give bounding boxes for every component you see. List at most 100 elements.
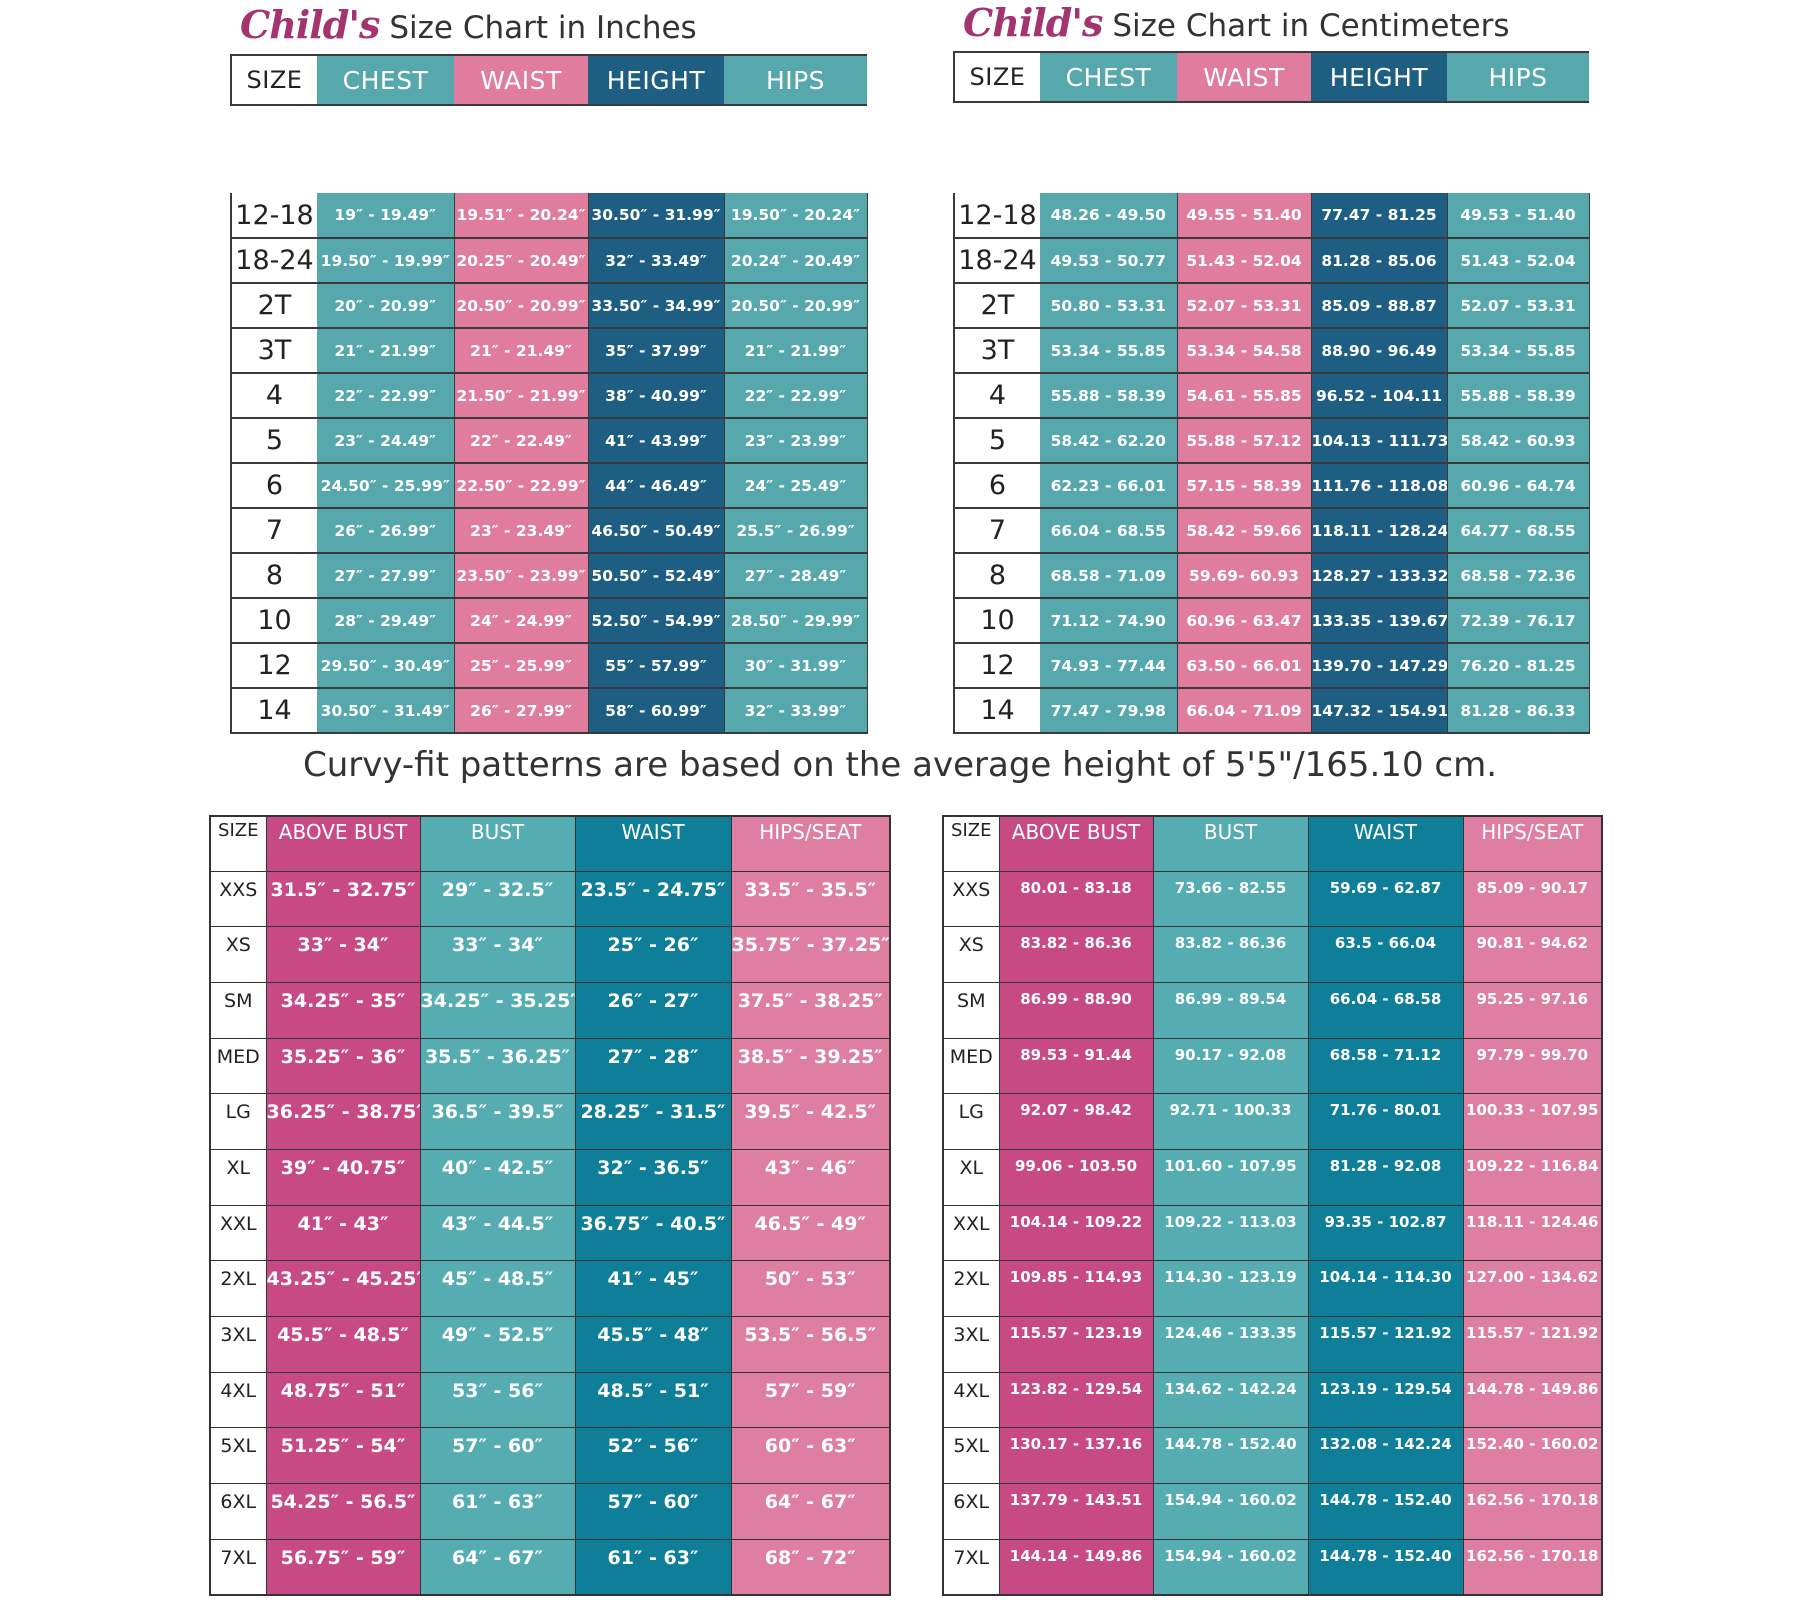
size-cell: 6XL [942, 1483, 1000, 1540]
size-cell: 2T [953, 283, 1040, 329]
waist-cell: 53.34 - 54.58 [1177, 328, 1312, 374]
bust-cell: 40″ - 42.5″ [419, 1148, 576, 1206]
height-cell: 88.90 - 96.49 [1311, 328, 1448, 374]
waist-cell: 57.15 - 58.39 [1177, 463, 1312, 509]
hips-cell: 49.53 - 51.40 [1447, 193, 1590, 239]
waist-cell: 104.14 - 114.30 [1307, 1260, 1464, 1317]
child-cm-title-text: Size Chart in Centimeters [1112, 8, 1510, 44]
adult-inches-rows: SIZE ABOVE BUST BUST WAIST HIPS/SEAT XXS 31.5″… [209, 815, 891, 1596]
chest-cell: 27″ - 27.99″ [317, 553, 455, 599]
size-cell: 2XL [942, 1260, 1000, 1317]
above-bust-cell: 83.82 - 86.36 [998, 926, 1154, 983]
waist-cell: 49.55 - 51.40 [1177, 193, 1312, 239]
height-cell: 118.11 - 128.24 [1311, 508, 1448, 554]
above-bust-cell: 41″ - 43″ [265, 1204, 421, 1262]
hips-cell: 72.39 - 76.17 [1447, 598, 1590, 644]
size-cell: SM [209, 981, 267, 1039]
size-cell: 18-24 [953, 238, 1040, 284]
hips-seat-cell: 85.09 - 90.17 [1462, 870, 1603, 928]
table-row: XS 83.82 - 86.36 83.82 - 86.36 63.5 - 66.04… [942, 926, 1603, 983]
hips-seat-cell: 144.78 - 149.86 [1462, 1371, 1603, 1429]
hips-seat-cell: 90.81 - 94.62 [1462, 926, 1603, 983]
table-row: 4XL 123.82 - 129.54 134.62 - 142.24 123.19 … [942, 1371, 1603, 1429]
table-row: 10 28″ - 29.49″ 24″ - 24.99″ 52.50″ - 54.99… [230, 598, 868, 644]
size-cell: 18-24 [230, 238, 317, 284]
table-row: LG 92.07 - 98.42 92.71 - 100.33 71.76 - 80.… [942, 1093, 1603, 1150]
header-bust: BUST [1152, 815, 1309, 872]
hips-seat-cell: 100.33 - 107.95 [1462, 1093, 1603, 1150]
table-row: 8 27″ - 27.99″ 23.50″ - 23.99″ 50.50″ - 52.… [230, 553, 868, 599]
bust-cell: 73.66 - 82.55 [1152, 870, 1309, 928]
table-row: 3T 53.34 - 55.85 53.34 - 54.58 88.90 - 96.4… [953, 328, 1590, 374]
hips-seat-cell: 33.5″ - 35.5″ [730, 870, 891, 928]
size-cell: 7XL [942, 1538, 1000, 1596]
bust-cell: 61″ - 63″ [419, 1483, 576, 1540]
above-bust-cell: 35.25″ - 36″ [265, 1037, 421, 1095]
waist-cell: 54.61 - 55.85 [1177, 373, 1312, 419]
above-bust-cell: 80.01 - 83.18 [998, 870, 1154, 928]
waist-cell: 25″ - 26″ [574, 926, 732, 983]
chest-cell: 58.42 - 62.20 [1040, 418, 1178, 464]
table-row: 18-24 49.53 - 50.77 51.43 - 52.04 81.28 - 8… [953, 238, 1590, 284]
chest-cell: 53.34 - 55.85 [1040, 328, 1178, 374]
waist-cell: 63.5 - 66.04 [1307, 926, 1464, 983]
table-row: 8 68.58 - 71.09 59.69- 60.93 128.27 - 133.3… [953, 553, 1590, 599]
chest-cell: 49.53 - 50.77 [1040, 238, 1178, 284]
hips-cell: 22″ - 22.99″ [724, 373, 868, 419]
waist-cell: 63.50 - 66.01 [1177, 643, 1312, 689]
hips-cell: 20.24″ - 20.49″ [724, 238, 868, 284]
hips-cell: 25.5″ - 26.99″ [724, 508, 868, 554]
size-cell: XS [209, 926, 267, 983]
height-cell: 38″ - 40.99″ [588, 373, 725, 419]
chest-cell: 50.80 - 53.31 [1040, 283, 1178, 329]
bust-cell: 90.17 - 92.08 [1152, 1037, 1309, 1095]
hips-seat-cell: 43″ - 46″ [730, 1148, 891, 1206]
chest-cell: 77.47 - 79.98 [1040, 688, 1178, 734]
table-row: 6XL 54.25″ - 56.5″ 61″ - 63″ 57″ - 60″ 64″ -… [209, 1483, 891, 1540]
size-cell: SM [942, 981, 1000, 1039]
child-inches-title: Child's Size Chart in Inches [240, 2, 697, 52]
chest-cell: 23″ - 24.49″ [317, 418, 455, 464]
chest-cell: 21″ - 21.99″ [317, 328, 455, 374]
above-bust-cell: 144.14 - 149.86 [998, 1538, 1154, 1596]
hips-cell: 24″ - 25.49″ [724, 463, 868, 509]
height-cell: 77.47 - 81.25 [1311, 193, 1448, 239]
hips-seat-cell: 162.56 - 170.18 [1462, 1483, 1603, 1540]
size-cell: LG [942, 1093, 1000, 1150]
waist-cell: 20.50″ - 20.99″ [454, 283, 589, 329]
size-cell: 2XL [209, 1260, 267, 1317]
table-row: MED 35.25″ - 36″ 35.5″ - 36.25″ 27″ - 28″ 38… [209, 1037, 891, 1095]
header-height: HEIGHT [588, 54, 724, 106]
table-row: 14 77.47 - 79.98 66.04 - 71.09 147.32 - 154… [953, 688, 1590, 734]
adult-cm-rows: SIZE ABOVE BUST BUST WAIST HIPS/SEAT XXS 80.01… [942, 815, 1603, 1596]
header-bust: BUST [419, 815, 576, 872]
table-row: XXL 41″ - 43″ 43″ - 44.5″ 36.75″ - 40.5″ 46.… [209, 1204, 891, 1262]
hips-cell: 23″ - 23.99″ [724, 418, 868, 464]
size-cell: 12 [230, 643, 317, 689]
chest-cell: 66.04 - 68.55 [1040, 508, 1178, 554]
waist-cell: 93.35 - 102.87 [1307, 1204, 1464, 1262]
child-cm-header-table: SIZE CHEST WAIST HEIGHT HIPS [953, 51, 1589, 103]
table-row: 2T 50.80 - 53.31 52.07 - 53.31 85.09 - 88.8… [953, 283, 1590, 329]
size-cell: 10 [230, 598, 317, 644]
bust-cell: 36.5″ - 39.5″ [419, 1093, 576, 1150]
hips-cell: 21″ - 21.99″ [724, 328, 868, 374]
height-cell: 85.09 - 88.87 [1311, 283, 1448, 329]
table-row: 4 22″ - 22.99″ 21.50″ - 21.99″ 38″ - 40.99″… [230, 373, 868, 419]
size-cell: 7 [230, 508, 317, 554]
table-row: 5XL 130.17 - 137.16 144.78 - 152.40 132.08 … [942, 1427, 1603, 1485]
size-cell: 3XL [209, 1316, 267, 1373]
chest-cell: 29.50″ - 30.49″ [317, 643, 455, 689]
bust-cell: 83.82 - 86.36 [1152, 926, 1309, 983]
table-row: 12 29.50″ - 30.49″ 25″ - 25.99″ 55″ - 57.99… [230, 643, 868, 689]
above-bust-cell: 31.5″ - 32.75″ [265, 870, 421, 928]
chest-cell: 19.50″ - 19.99″ [317, 238, 455, 284]
bust-cell: 154.94 - 160.02 [1152, 1483, 1309, 1540]
header-chest: CHEST [1040, 51, 1177, 103]
header-size: SIZE [230, 54, 317, 106]
bust-cell: 109.22 - 113.03 [1152, 1204, 1309, 1262]
child-inches-title-script: Child's [240, 2, 380, 47]
height-cell: 104.13 - 111.73 [1311, 418, 1448, 464]
size-cell: XXL [942, 1204, 1000, 1262]
curvy-fit-note: Curvy-fit patterns are based on the aver… [302, 745, 1498, 785]
